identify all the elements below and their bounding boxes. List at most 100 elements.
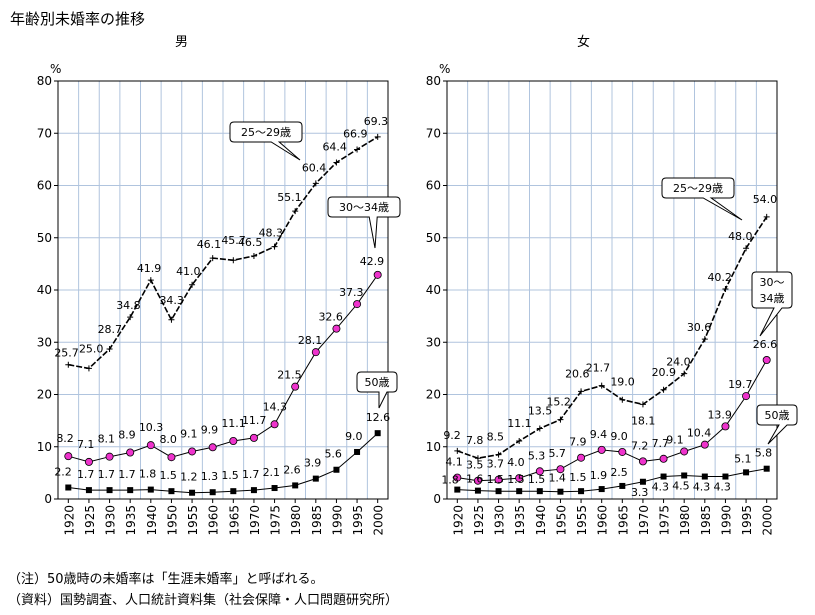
data-point-circle — [208, 443, 217, 452]
data-label: 4.0 — [507, 456, 525, 469]
data-point-plus — [292, 208, 299, 215]
data-label: 11.1 — [221, 417, 246, 430]
data-point-square — [598, 486, 605, 493]
data-label: 21.5 — [277, 369, 302, 382]
x-tick-label: 2000 — [761, 505, 775, 536]
data-point-circle — [556, 465, 565, 474]
data-label: 5.8 — [755, 447, 773, 460]
data-point-plus — [127, 314, 134, 321]
data-label: 42.9 — [360, 255, 385, 268]
data-point-square — [619, 482, 626, 489]
data-point-plus — [578, 388, 585, 395]
y-tick-label: 50 — [426, 231, 441, 245]
data-point-plus — [474, 455, 481, 462]
y-tick-label: 10 — [37, 440, 52, 454]
y-tick-label: 0 — [44, 492, 52, 506]
data-point-square — [639, 478, 646, 485]
x-tick-label: 1935 — [513, 505, 527, 536]
data-point-circle — [229, 437, 238, 446]
series-line — [68, 274, 379, 463]
data-point-circle — [494, 475, 503, 484]
data-point-circle — [515, 474, 524, 483]
data-point-plus — [557, 416, 564, 423]
data-label: 4.5 — [672, 479, 690, 492]
data-point-square — [536, 488, 543, 495]
data-label: 20.9 — [652, 366, 677, 379]
data-point-circle — [659, 454, 668, 463]
x-tick-label: 2000 — [372, 505, 386, 536]
series-callout — [356, 371, 398, 409]
x-tick-label: 1950 — [165, 505, 179, 536]
data-label: 5.6 — [324, 448, 342, 461]
data-label: 46.1 — [197, 238, 222, 251]
data-label: 7.7 — [652, 437, 670, 450]
data-label: 8.5 — [487, 431, 505, 444]
data-point-circle — [270, 420, 279, 429]
data-point-square — [374, 430, 381, 437]
data-label: 9.1 — [180, 427, 198, 440]
y-tick-label: 70 — [37, 126, 52, 140]
data-label: 1.7 — [118, 468, 136, 481]
data-label: 46.5 — [238, 236, 263, 249]
data-point-circle — [332, 324, 341, 333]
data-label: 11.7 — [242, 414, 267, 427]
data-label: 26.6 — [753, 338, 778, 351]
data-point-plus — [495, 451, 502, 458]
y-tick-label: 40 — [37, 283, 52, 297]
data-point-circle — [311, 348, 320, 357]
data-point-circle — [700, 440, 709, 449]
series-callout — [751, 271, 793, 337]
data-point-circle — [742, 392, 751, 401]
x-tick-label: 1955 — [186, 505, 200, 536]
data-label: 34.3 — [159, 294, 184, 307]
legend-entry: 25～29歳 — [673, 182, 723, 195]
x-tick-label: 1925 — [83, 505, 97, 536]
data-point-circle — [618, 447, 627, 456]
data-label: 8.0 — [159, 433, 177, 446]
data-label: 5.3 — [528, 449, 546, 462]
data-point-square — [85, 487, 92, 494]
x-tick-label: 1920 — [62, 505, 76, 536]
x-tick-label: 1995 — [351, 505, 365, 536]
data-label: 69.3 — [364, 115, 389, 128]
data-point-square — [516, 488, 523, 495]
data-label: 15.2 — [546, 396, 571, 409]
data-label: 1.5 — [507, 473, 525, 486]
data-label: 18.1 — [631, 414, 656, 427]
data-label: 9.1 — [666, 433, 684, 446]
data-label: 13.9 — [707, 408, 732, 421]
data-point-plus — [516, 438, 523, 445]
data-point-plus — [598, 382, 605, 389]
data-label: 9.0 — [345, 430, 363, 443]
data-label: 1.8 — [441, 474, 459, 487]
data-label: 9.9 — [201, 423, 219, 436]
data-label: 1.5 — [569, 471, 587, 484]
data-point-circle — [126, 448, 135, 457]
data-point-square — [660, 473, 667, 480]
data-label: 8.1 — [98, 433, 116, 446]
data-point-plus — [743, 245, 750, 252]
chart-title: 年齢別未婚率の推移 — [10, 10, 146, 28]
series-callout — [661, 177, 743, 221]
data-label: 1.3 — [201, 470, 219, 483]
data-label: 48.3 — [259, 227, 284, 240]
data-label: 54.0 — [753, 193, 778, 206]
data-point-circle — [105, 452, 114, 461]
y-unit-label: % — [439, 62, 450, 76]
data-point-circle — [453, 473, 462, 482]
data-point-plus — [763, 213, 770, 220]
data-label: 3.5 — [466, 459, 484, 472]
data-point-plus — [250, 253, 257, 260]
data-label: 9.2 — [443, 429, 461, 442]
data-label: 13.5 — [528, 404, 553, 417]
x-tick-label: 1980 — [678, 505, 692, 536]
data-point-plus — [230, 257, 237, 264]
data-label: 1.6 — [466, 473, 484, 486]
data-label: 5.7 — [548, 447, 566, 460]
data-label: 3.7 — [487, 458, 505, 471]
data-point-circle — [373, 270, 382, 279]
data-label: 1.5 — [487, 473, 505, 486]
x-tick-label: 1970 — [248, 505, 262, 536]
data-point-plus — [639, 401, 646, 408]
data-label: 30.6 — [687, 321, 712, 334]
